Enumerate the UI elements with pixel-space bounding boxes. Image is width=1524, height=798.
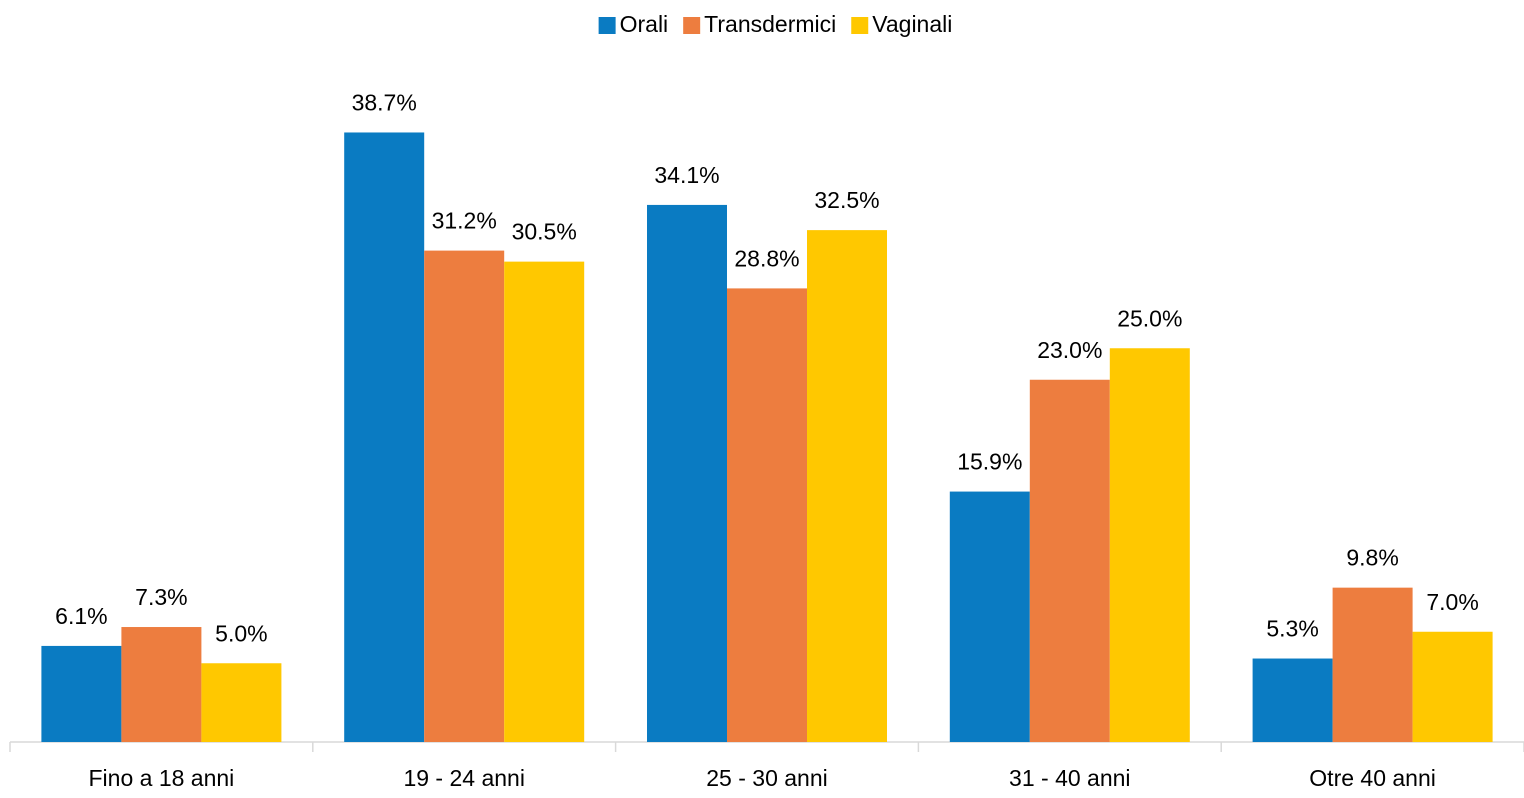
- data-label: 5.3%: [1266, 616, 1318, 642]
- legend-label: Transdermici: [704, 11, 836, 37]
- legend-swatch: [598, 17, 616, 34]
- data-label: 9.8%: [1346, 545, 1398, 571]
- bar: [807, 230, 887, 742]
- legend-swatch: [683, 17, 701, 34]
- data-label: 25.0%: [1117, 305, 1182, 331]
- legend-label: Vaginali: [872, 11, 952, 37]
- bar: [121, 627, 202, 742]
- data-label: 32.5%: [814, 187, 879, 213]
- bar: [1029, 379, 1110, 742]
- data-label: 15.9%: [957, 449, 1022, 475]
- bar: [1412, 631, 1493, 742]
- data-label: 23.0%: [1037, 337, 1102, 363]
- data-label: 7.0%: [1426, 589, 1478, 615]
- x-tick-label: Otre 40 anni: [1309, 765, 1436, 791]
- data-label: 5.0%: [215, 620, 267, 646]
- legend-swatch: [851, 17, 869, 34]
- data-label: 7.3%: [135, 584, 187, 610]
- bar: [344, 132, 425, 743]
- x-tick-label: 31 - 40 anni: [1009, 765, 1130, 791]
- data-label: 34.1%: [654, 162, 719, 188]
- data-label: 38.7%: [352, 90, 417, 116]
- bar: [424, 250, 505, 742]
- data-label: 28.8%: [734, 245, 799, 271]
- data-label: 30.5%: [512, 219, 577, 245]
- data-label: 6.1%: [55, 603, 107, 629]
- bar: [504, 261, 585, 742]
- bar: [727, 288, 807, 742]
- data-label: 31.2%: [432, 208, 497, 234]
- bar: [1252, 658, 1333, 742]
- bar: [201, 663, 282, 742]
- bar: [647, 204, 727, 743]
- bar: [949, 491, 1030, 742]
- bar: [1109, 348, 1190, 742]
- legend-label: Orali: [620, 11, 669, 37]
- x-tick-label: 25 - 30 anni: [706, 765, 827, 791]
- bar: [1332, 587, 1413, 742]
- x-tick-label: 19 - 24 anni: [403, 765, 524, 791]
- x-tick-label: Fino a 18 anni: [89, 765, 235, 791]
- bar: [41, 645, 122, 742]
